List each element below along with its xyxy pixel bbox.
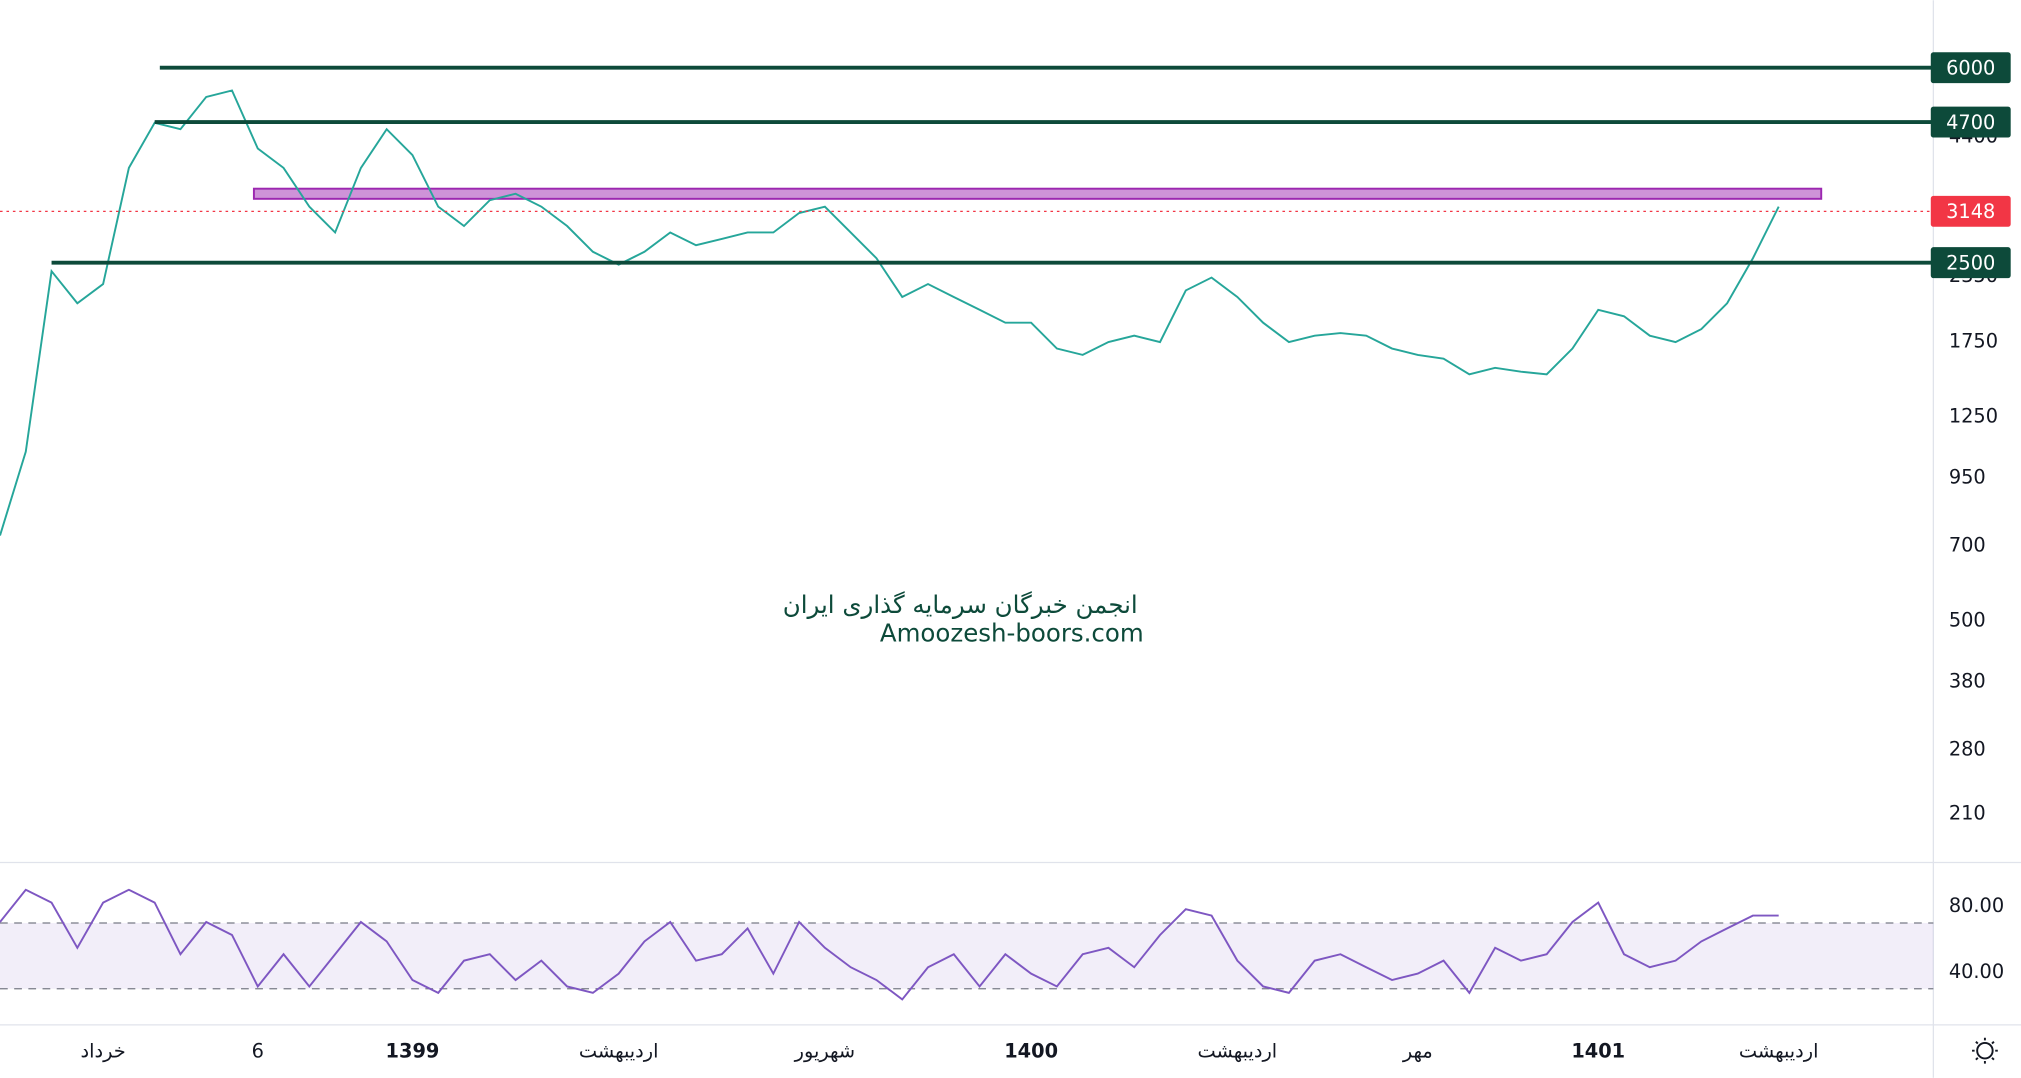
level-label: 4700 — [1946, 111, 1995, 134]
x-tick-label: خرداد — [81, 1039, 126, 1062]
y-tick-label: 280 — [1949, 738, 1986, 761]
rsi-line — [0, 888, 1779, 1001]
settings-icon[interactable] — [1972, 1037, 1998, 1064]
y-tick-label: 380 — [1949, 670, 1986, 693]
y-tick-label: 950 — [1949, 466, 1986, 489]
rsi-tick-label: 40.00 — [1949, 960, 2004, 983]
y-tick-label: 1250 — [1949, 404, 1998, 427]
watermark: انجمن خبرگان سرمایه گذاری ایران — [783, 590, 1138, 619]
level-label: 6000 — [1946, 57, 1995, 80]
rsi-tick-label: 80.00 — [1949, 894, 2004, 917]
x-tick-label: شهریور — [794, 1039, 855, 1062]
watermark: Amoozesh-boors.com — [880, 618, 1144, 647]
last-price-label: 3148 — [1946, 200, 1995, 223]
x-tick-label: مهر — [1402, 1039, 1433, 1062]
x-tick-label: اردیبهشت — [1739, 1039, 1819, 1062]
y-tick-label: 210 — [1949, 802, 1986, 825]
x-tick-label: اردیبهشت — [1198, 1039, 1278, 1062]
x-tick-label: 1399 — [386, 1039, 440, 1062]
level-label-box — [1930, 52, 2011, 84]
last-price-box — [1930, 195, 2011, 227]
x-tick-label: 1401 — [1571, 1039, 1625, 1062]
y-tick-label: 1750 — [1949, 330, 1998, 353]
x-tick-label: اردیبهشت — [579, 1039, 659, 1062]
y-tick-label: 700 — [1949, 534, 1986, 557]
level-label-box — [1930, 106, 2011, 138]
level-label-box — [1930, 247, 2011, 279]
rsi-band — [0, 922, 1934, 989]
x-tick-label: 6 — [252, 1039, 264, 1062]
level-label: 2500 — [1946, 251, 1995, 274]
resistance-zone — [252, 187, 1823, 200]
x-tick-label: 1400 — [1004, 1039, 1058, 1062]
y-tick-label: 500 — [1949, 609, 1986, 632]
price-line — [0, 89, 1780, 536]
